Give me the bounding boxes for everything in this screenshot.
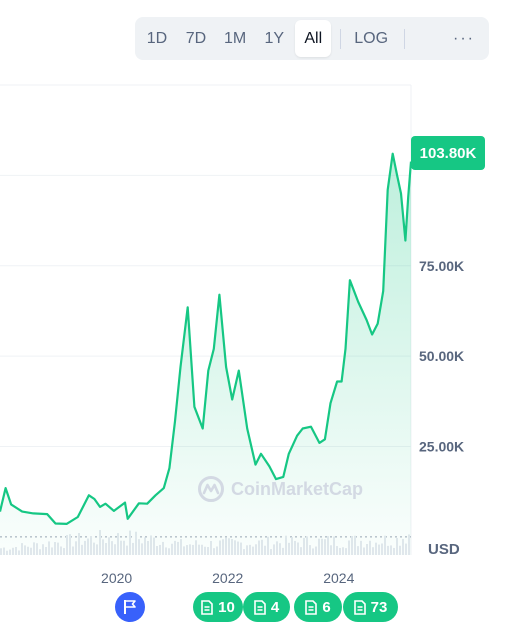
document-icon	[254, 599, 266, 615]
news-event-marker[interactable]: 6	[294, 592, 342, 622]
current-price-badge: 103.80K	[411, 136, 485, 170]
news-event-count: 4	[270, 598, 280, 616]
more-options-button[interactable]: ···	[453, 29, 475, 47]
coinmarketcap-logo-icon	[198, 476, 224, 502]
x-tick-label: 2020	[101, 570, 132, 586]
log-scale-button[interactable]: LOG	[354, 29, 389, 47]
x-tick-label: 2022	[212, 570, 243, 586]
watermark-text: CoinMarketCap	[231, 478, 364, 499]
news-event-count: 10	[218, 598, 235, 616]
news-event-marker[interactable]: 73	[343, 592, 398, 622]
event-flag-marker[interactable]	[115, 592, 145, 622]
document-icon	[201, 599, 213, 615]
news-event-marker[interactable]: 10	[193, 592, 243, 622]
document-icon	[353, 599, 366, 615]
document-icon	[305, 599, 318, 615]
range-1y-button[interactable]: 1Y	[264, 29, 285, 47]
range-all-button[interactable]: All	[295, 20, 332, 57]
news-event-count: 6	[322, 598, 331, 616]
currency-label: USD	[428, 541, 460, 558]
y-axis: 25.00K 50.00K 75.00K	[419, 258, 464, 455]
x-tick-label: 2024	[323, 570, 354, 586]
watermark: CoinMarketCap	[197, 475, 363, 503]
news-event-count: 73	[370, 598, 388, 616]
price-area	[0, 153, 411, 555]
range-1d-button[interactable]: 1D	[146, 29, 168, 47]
toolbar-divider	[340, 28, 342, 49]
price-line	[0, 152, 413, 525]
range-1m-button[interactable]: 1M	[224, 29, 247, 47]
news-event-marker[interactable]: 4	[243, 592, 290, 622]
x-axis: 2020 2022 2024	[101, 570, 355, 586]
toolbar-divider	[404, 28, 406, 49]
time-range-toolbar: 1D 7D 1M 1Y All LOG ···	[135, 17, 489, 60]
y-tick-label: 25.00K	[419, 439, 464, 455]
y-tick-label: 50.00K	[419, 348, 464, 364]
range-7d-button[interactable]: 7D	[185, 29, 207, 47]
y-tick-label: 75.00K	[419, 258, 464, 274]
flag-icon	[124, 600, 136, 614]
price-series	[0, 152, 413, 555]
